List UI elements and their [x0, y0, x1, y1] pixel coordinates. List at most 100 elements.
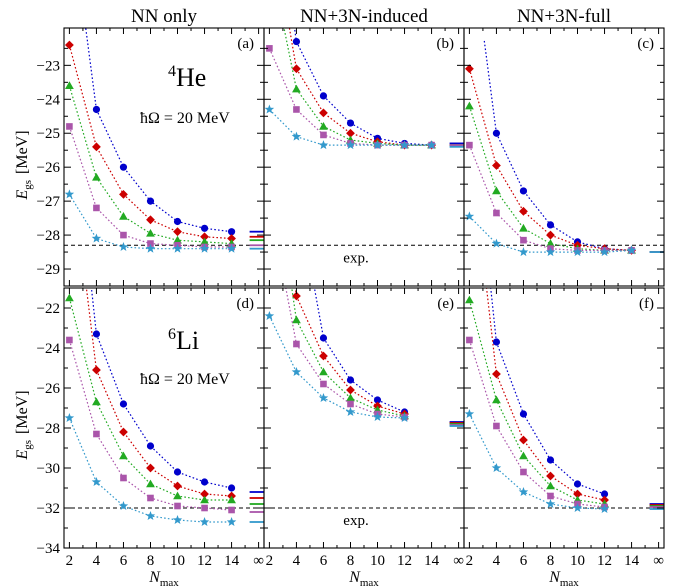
y-tick-label: −29 [37, 262, 60, 278]
x-tick-label: 2 [466, 553, 474, 569]
x-tick-label: 6 [520, 553, 528, 569]
y-tick-label: −30 [37, 461, 60, 477]
data-point [546, 239, 555, 247]
data-point [146, 463, 155, 473]
data-point [92, 397, 101, 406]
panel-frame [263, 287, 465, 549]
data-point [346, 119, 355, 127]
data-point [492, 338, 501, 346]
y-tick-label: −26 [37, 160, 61, 176]
data-point [347, 400, 354, 408]
y-tick-label: −23 [37, 58, 60, 74]
panel-label: (e) [437, 296, 454, 312]
data-point [146, 215, 155, 225]
x-tick-label: 8 [147, 553, 155, 569]
x-tick-label: 14 [424, 553, 440, 569]
data-point [227, 484, 236, 492]
panel-label: (b) [437, 36, 455, 52]
data-point [119, 189, 128, 199]
data-point [226, 517, 237, 527]
data-point [120, 474, 127, 482]
y-tick-label: −28 [37, 421, 60, 437]
data-point [492, 161, 501, 170]
data-point [92, 105, 101, 114]
y-tick-label: −24 [37, 92, 61, 108]
data-point [173, 468, 182, 476]
data-point [93, 430, 100, 438]
data-point [346, 376, 355, 384]
data-point [547, 492, 554, 500]
data-point [546, 456, 555, 464]
data-point [319, 108, 328, 118]
data-point [519, 206, 528, 216]
y-tick-label: −22 [37, 301, 60, 317]
data-point [91, 233, 102, 243]
data-point [426, 140, 437, 150]
y-tick-label: −26 [37, 381, 61, 397]
column-title-nn-only: NN only [131, 6, 197, 27]
data-point [465, 101, 474, 110]
data-point [599, 504, 610, 514]
x-tick-label: 8 [347, 553, 355, 569]
y-tick-label: −34 [37, 541, 61, 557]
data-point [518, 487, 529, 497]
y-tick-label: −28 [37, 228, 60, 244]
data-point [92, 330, 101, 338]
data-point [146, 197, 155, 205]
data-point [173, 235, 182, 244]
data-point [493, 209, 500, 217]
data-point [65, 81, 74, 90]
data-point [227, 228, 236, 236]
data-point [491, 463, 502, 473]
series-line [490, 288, 605, 495]
panel-b: (b) exp. [263, 27, 465, 287]
data-point [119, 163, 128, 171]
data-point [227, 495, 236, 504]
data-point [292, 84, 301, 93]
x-axis-label-1: Nmax [148, 569, 179, 587]
data-point [199, 517, 210, 527]
series-line [468, 413, 605, 510]
data-point [519, 410, 528, 418]
data-point [264, 104, 275, 114]
x-tick-label: 10 [370, 553, 385, 569]
y-tick-label: −25 [37, 126, 60, 142]
data-point [119, 427, 128, 437]
panel-label: (d) [237, 296, 255, 312]
y-tick-label: −27 [37, 194, 61, 210]
x-tick-label: 2 [66, 553, 74, 569]
data-point [266, 45, 273, 52]
data-point [318, 393, 329, 403]
data-point [65, 40, 74, 50]
data-point [200, 489, 209, 499]
data-point [173, 491, 182, 500]
data-point [173, 481, 182, 491]
data-point [346, 393, 355, 402]
data-point [200, 495, 209, 504]
x-axis-label-3: Nmax [548, 569, 579, 587]
data-point [492, 129, 501, 137]
data-point [346, 385, 355, 395]
data-point [546, 221, 555, 229]
data-point [65, 293, 74, 302]
data-point [465, 295, 474, 304]
experiment-label: exp. [343, 250, 368, 266]
data-point [399, 413, 410, 423]
data-point [546, 230, 555, 240]
data-point [493, 422, 500, 430]
data-point [119, 400, 128, 408]
data-point [319, 334, 328, 342]
data-point [92, 172, 101, 181]
data-point [200, 478, 209, 486]
panel-label: (c) [637, 36, 654, 52]
x-tick-label: 4 [93, 553, 101, 569]
data-point [92, 365, 101, 375]
data-point [492, 369, 501, 379]
data-point [372, 140, 383, 150]
data-point [91, 477, 102, 487]
y-axis-label-bottom: Egs[MeV] [14, 390, 34, 460]
nucleus-label-bottom: 6Li [168, 326, 199, 355]
data-point [292, 37, 301, 46]
data-point [465, 64, 474, 74]
